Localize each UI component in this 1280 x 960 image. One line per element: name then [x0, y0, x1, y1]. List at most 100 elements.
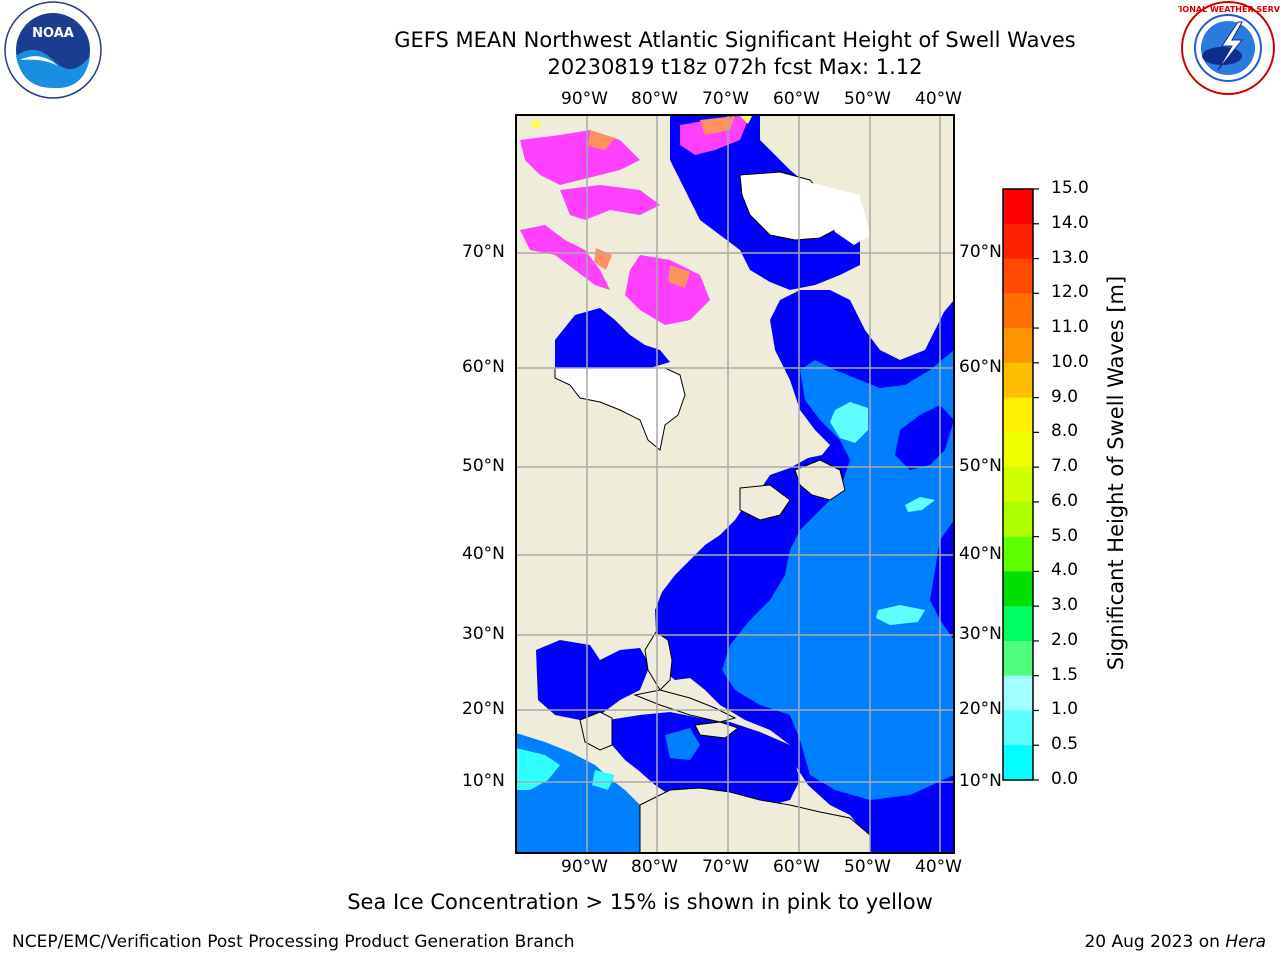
colorbar-band — [1003, 501, 1033, 538]
pacific-cyan — [516, 748, 560, 790]
colorbar-band — [1003, 710, 1033, 746]
colorbar-band — [1003, 362, 1033, 399]
lon-label-bottom-80w: 80°W — [631, 857, 678, 877]
sea-ice-yellow-2 — [740, 116, 752, 124]
colorbar-band — [1003, 328, 1033, 364]
pacific-cyan-small — [592, 770, 615, 790]
lat-label-right-30n: 30°N — [959, 624, 1002, 644]
colorbar-band — [1003, 258, 1033, 294]
colorbar-tick-label: 2.0 — [1051, 629, 1079, 650]
colorbar-band — [1003, 223, 1033, 260]
colorbar-tick-label: 11.0 — [1051, 317, 1089, 338]
colorbar-tick-label: 14.0 — [1051, 212, 1089, 233]
lat-label-right-50n: 50°N — [959, 456, 1002, 476]
lat-label-right-40n: 40°N — [959, 544, 1002, 564]
colorbar-tick-label: 0.0 — [1051, 769, 1079, 789]
colorbar-tick-label: 4.0 — [1051, 560, 1079, 581]
colorbar-tick-label: 10.0 — [1051, 351, 1089, 372]
florida — [644, 631, 673, 691]
footer-host: Hera — [1225, 932, 1266, 952]
lat-label-left-40n: 40°N — [462, 544, 505, 564]
yucatan — [579, 711, 613, 751]
colorbar-band — [1003, 467, 1033, 503]
sea-ice-caption: Sea Ice Concentration > 15% is shown in … — [347, 890, 933, 914]
svg-text:NATIONAL WEATHER SERVICE: NATIONAL WEATHER SERVICE — [1178, 5, 1280, 14]
lat-label-left-50n: 50°N — [462, 456, 505, 476]
colorbar-frame — [1002, 188, 1034, 781]
colorbar-tick-label: 3.0 — [1051, 595, 1079, 616]
lat-label-left-60n: 60°N — [462, 357, 505, 377]
lon-label-bottom-90w: 90°W — [561, 857, 608, 877]
caribbean-patch — [665, 728, 700, 760]
colorbar-tick-label: 6.0 — [1051, 490, 1079, 511]
colorbar-tick-label: 13.0 — [1051, 247, 1089, 268]
colorbar-tick-label: 8.0 — [1051, 421, 1079, 442]
colorbar-band — [1003, 189, 1033, 225]
sea-ice-2 — [560, 185, 660, 220]
sea-ice-orange-2 — [668, 265, 690, 288]
colorbar-band — [1003, 745, 1033, 781]
lat-label-right-60n: 60°N — [959, 357, 1002, 377]
lat-label-left-30n: 30°N — [462, 624, 505, 644]
lat-label-right-70n: 70°N — [959, 242, 1002, 262]
lon-label-top-60w: 60°W — [773, 89, 820, 109]
colorbar-band — [1003, 640, 1033, 677]
colorbar-tick-label: 15.0 — [1051, 178, 1089, 198]
colorbar-band — [1003, 293, 1033, 329]
lon-label-bottom-70w: 70°W — [702, 857, 749, 877]
map-frame — [515, 114, 955, 854]
swell-mid-blue — [722, 350, 954, 800]
sea-ice-north — [680, 115, 750, 155]
lat-label-left-10n: 10°N — [462, 771, 505, 791]
chart-title: GEFS MEAN Northwest Atlantic Significant… — [394, 28, 1076, 52]
footer-date-text: 20 Aug 2023 on — [1084, 932, 1220, 952]
colorbar-band — [1003, 571, 1033, 607]
colorbar-tick-label: 9.0 — [1051, 386, 1079, 407]
lon-label-bottom-50w: 50°W — [844, 857, 891, 877]
noaa-logo: NOAA — [4, 1, 102, 99]
colorbar-tick-label: 12.0 — [1051, 282, 1089, 303]
colorbar-tick-label: 1.0 — [1051, 699, 1079, 720]
lat-label-left-70n: 70°N — [462, 242, 505, 262]
lon-label-top-50w: 50°W — [844, 89, 891, 109]
south-america — [639, 787, 871, 853]
hudson-strait-area — [555, 308, 670, 368]
greenland-east — [800, 180, 870, 245]
sea-ice-yellow-1 — [532, 120, 540, 128]
graticule — [516, 115, 954, 853]
lon-label-top-40w: 40°W — [915, 89, 962, 109]
colorbar-tick-label: 5.0 — [1051, 525, 1079, 546]
lon-label-top-70w: 70°W — [702, 89, 749, 109]
lat-label-right-20n: 20°N — [959, 699, 1002, 719]
colorbar-tick-label: 7.0 — [1051, 456, 1079, 477]
colorbar-band — [1003, 397, 1033, 433]
caribbean-sea — [608, 712, 800, 812]
cyan-patch-south — [876, 605, 925, 625]
lon-label-top-90w: 90°W — [561, 89, 608, 109]
lon-label-bottom-40w: 40°W — [915, 857, 962, 877]
nova-scotia — [739, 484, 791, 521]
cyan-patch-mid — [905, 497, 935, 512]
svg-text:NOAA: NOAA — [32, 26, 74, 41]
sea-ice-orange-3 — [700, 116, 735, 135]
colorbar-band — [1003, 675, 1033, 711]
cyan-patch-north — [830, 402, 868, 443]
colorbar-tick-label: 0.5 — [1051, 734, 1079, 755]
footer-credit: NCEP/EMC/Verification Post Processing Pr… — [12, 932, 575, 952]
colorbar-band — [1003, 432, 1033, 468]
colorbar-tick-label: 1.5 — [1051, 664, 1079, 685]
greenland-land — [860, 115, 954, 320]
lon-label-top-80w: 80°W — [631, 89, 678, 109]
chart-subtitle: 20230819 t18z 072h fcst Max: 1.12 — [547, 55, 923, 79]
footer-date: 20 Aug 2023 on Hera — [1084, 932, 1266, 952]
newfoundland — [794, 459, 846, 501]
nws-logo: NATIONAL WEATHER SERVICE — [1178, 1, 1280, 95]
colorbar-band — [1003, 606, 1033, 642]
sea-ice-orange-1 — [588, 130, 615, 150]
colorbar-band — [1003, 536, 1033, 572]
colorbar-title: Significant Height of Swell Waves [m] — [1104, 275, 1128, 671]
lat-label-left-20n: 20°N — [462, 699, 505, 719]
lat-label-right-10n: 10°N — [959, 771, 1002, 791]
